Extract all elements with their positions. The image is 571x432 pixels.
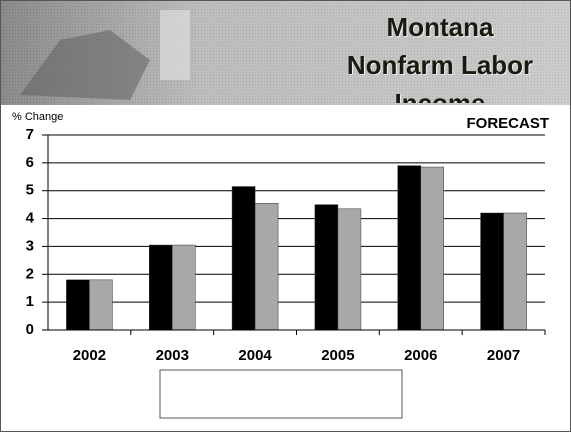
- bar: [314, 204, 339, 331]
- legend-box: [159, 369, 403, 419]
- bar: [254, 203, 279, 331]
- y-tick-label: 4: [26, 210, 35, 227]
- x-tick-label: 2003: [156, 347, 189, 364]
- forecast-annotation: FORECAST: [467, 115, 550, 132]
- x-tick-label: 2007: [487, 347, 520, 364]
- title-box: Montana Nonfarm Labor Income: [346, 12, 534, 103]
- bar: [337, 208, 362, 331]
- bar: [420, 166, 444, 331]
- y-tick-label: 6: [26, 154, 34, 171]
- y-axis-label: % Change: [12, 111, 63, 123]
- y-tick-label: 3: [26, 237, 34, 254]
- x-tick-label: 2006: [404, 347, 437, 364]
- header-photo: [160, 10, 190, 80]
- bar: [66, 279, 90, 331]
- x-tick-label: 2004: [238, 347, 272, 364]
- y-tick-label: 1: [26, 293, 34, 310]
- y-tick-label: 2: [26, 265, 34, 282]
- header-photo: [20, 30, 150, 100]
- bar: [480, 212, 504, 331]
- bar: [172, 244, 196, 331]
- y-tick-label: 5: [26, 182, 34, 199]
- y-tick-label: 7: [26, 126, 34, 143]
- chart-title: Montana Nonfarm Labor Income: [346, 12, 534, 103]
- y-tick-label: 0: [26, 321, 34, 338]
- bar: [503, 212, 527, 331]
- bar: [149, 244, 173, 331]
- bar: [89, 279, 113, 331]
- bar: [397, 165, 421, 331]
- x-tick-label: 2005: [321, 347, 354, 364]
- bar: [231, 186, 256, 331]
- x-tick-label: 2002: [73, 347, 106, 364]
